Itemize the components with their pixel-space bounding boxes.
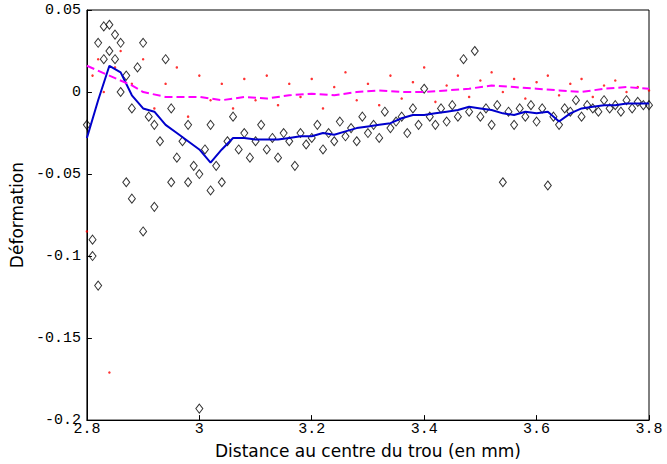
- svg-text:3.2: 3.2: [298, 421, 325, 438]
- svg-text:-0.15: -0.15: [36, 330, 81, 347]
- svg-text:0: 0: [72, 84, 81, 101]
- svg-text:3.8: 3.8: [635, 421, 662, 438]
- svg-text:-0.05: -0.05: [36, 166, 81, 183]
- svg-text:0.05: 0.05: [45, 2, 81, 19]
- svg-text:Distance au centre du trou (en: Distance au centre du trou (en mm): [215, 441, 521, 461]
- svg-text:3.6: 3.6: [523, 421, 550, 438]
- svg-text:-0.1: -0.1: [45, 248, 81, 265]
- svg-text:2.8: 2.8: [73, 421, 100, 438]
- svg-text:3: 3: [195, 421, 204, 438]
- svg-text:Déformation: Déformation: [7, 162, 27, 268]
- svg-text:-0.2: -0.2: [44, 411, 81, 429]
- svg-text:3.4: 3.4: [411, 421, 438, 438]
